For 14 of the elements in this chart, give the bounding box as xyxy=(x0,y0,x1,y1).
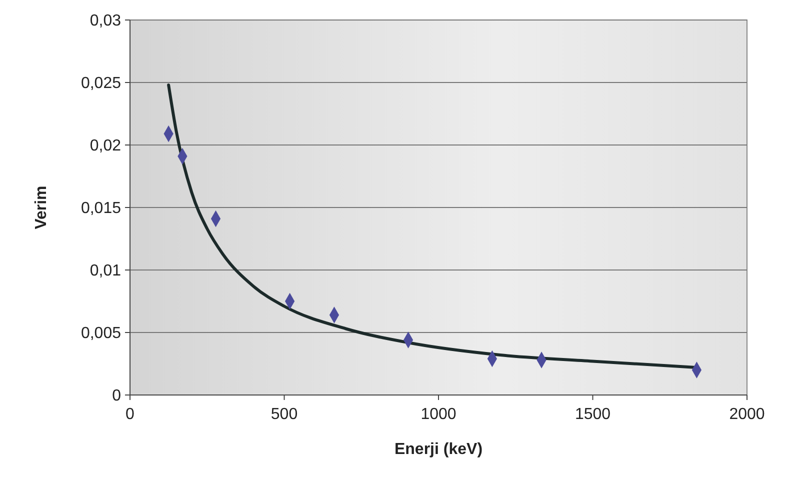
x-tick-label: 0 xyxy=(126,406,135,423)
y-tick-label: 0,02 xyxy=(90,138,122,155)
x-tick-label: 1000 xyxy=(420,406,456,423)
y-tick-label: 0 xyxy=(112,388,122,405)
x-axis-title: Enerji (keV) xyxy=(394,441,483,458)
y-tick-label: 0,03 xyxy=(90,12,122,30)
x-tick-label: 500 xyxy=(270,406,298,423)
y-tick-label: 0,005 xyxy=(80,325,122,342)
y-tick-label: 0,025 xyxy=(80,75,122,92)
y-tick-label: 0,015 xyxy=(80,200,122,218)
y-axis-title: Verim xyxy=(33,186,50,230)
x-tick-label: 1500 xyxy=(574,406,611,423)
y-tick-label: 0,01 xyxy=(90,262,122,280)
x-tick-label: 2000 xyxy=(729,406,765,423)
